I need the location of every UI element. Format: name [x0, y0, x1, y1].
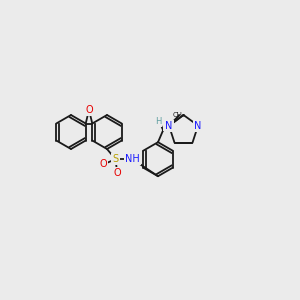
Text: S: S: [112, 154, 118, 164]
Text: CH₃: CH₃: [173, 112, 185, 118]
Text: O: O: [85, 105, 93, 115]
Text: N: N: [165, 121, 172, 130]
Text: O: O: [164, 120, 172, 130]
Text: O: O: [113, 168, 121, 178]
Text: N: N: [194, 121, 202, 130]
Text: O: O: [100, 159, 107, 169]
Text: NH: NH: [125, 154, 140, 164]
Text: H: H: [155, 117, 161, 126]
